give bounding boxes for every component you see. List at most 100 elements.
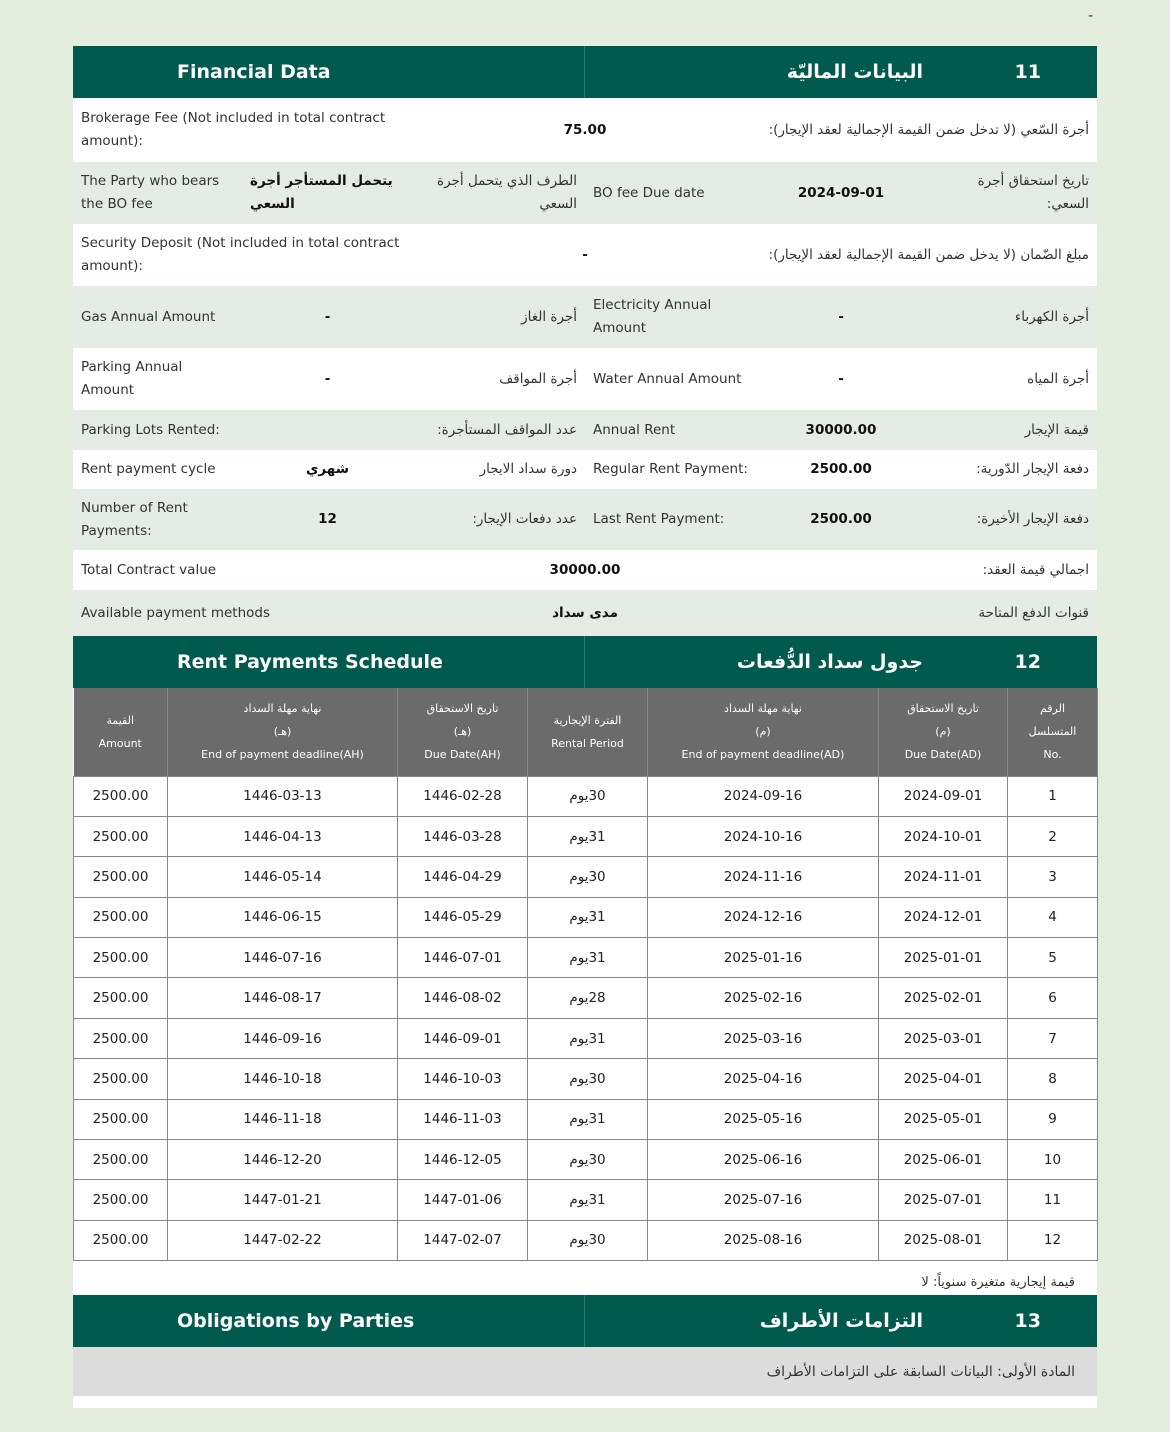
water-value: - [757,348,925,410]
end-deadline-ah-cell: 1446-11-18 [167,1098,398,1141]
column-header-line: No. [1043,748,1062,762]
row-number-cell: 10 [1007,1139,1098,1181]
table-row: 2500.00 1446-07-16 1446-07-01 31يوم 2025-01-… [73,937,1098,979]
gas-label-ar: أجرة الغاز [413,286,585,348]
table-row: 2500.00 1446-04-13 1446-03-28 31يوم 2024-10-… [73,815,1098,858]
parking-value: - [242,348,413,410]
table-row: 2500.00 1446-09-16 1446-09-01 31يوم 2025-03-… [73,1017,1098,1060]
end-deadline-ah-cell: 1447-01-21 [167,1179,398,1221]
total-label-ar: اجمالي قيمة العقد: [757,550,1097,590]
due-date-ah-cell: 1446-04-29 [397,856,528,898]
amount-cell: 2500.00 [73,815,168,858]
cycle-label-en: Rent payment cycle [73,450,242,489]
due-date-ad-cell: 2024-10-01 [878,815,1008,858]
column-header-line: Due Date(AH) [424,748,501,762]
due-date-ad-cell: 2024-12-01 [878,896,1008,939]
section-number: 11 [1014,61,1041,83]
count-label-en: Number of Rent Payments: [73,489,242,550]
rental-period-cell: 31يوم [527,1017,648,1060]
amount-cell: 2500.00 [73,896,168,939]
end-deadline-ad-cell: 2025-08-16 [647,1219,879,1262]
due-date-ad-cell: 2025-04-01 [878,1058,1008,1100]
column-header-line: End of payment deadline(AH) [201,748,364,762]
column-header: تاريخ الاستحقاق (هـ) Due Date(AH) [397,688,528,776]
rental-period-cell: 31يوم [527,1179,648,1221]
end-deadline-ad-cell: 2024-11-16 [647,856,879,898]
table-row: 2500.00 1447-02-22 1447-02-07 30يوم 2025-08-… [73,1219,1098,1262]
rental-period-cell: 31يوم [527,1098,648,1141]
row-number-cell: 6 [1007,977,1098,1019]
row-number-cell: 2 [1007,815,1098,858]
bo-due-value: 2024-09-01 [757,162,925,224]
rental-period-cell: 30يوم [527,1058,648,1100]
end-deadline-ad-cell: 2025-02-16 [647,977,879,1019]
amount-cell: 2500.00 [73,1219,168,1262]
methods-value: مدى سداد [413,590,757,636]
rental-period-cell: 31يوم [527,937,648,979]
contract-page: Financial Data 11 البيانات الماليّة Broke… [73,46,1098,1409]
column-header-line: Amount [98,736,142,750]
end-deadline-ad-cell: 2025-05-16 [647,1098,879,1141]
section-number: 13 [1014,1310,1041,1333]
column-header: تاريخ الاستحقاق (م) Due Date(AD) [878,688,1008,776]
annual-rent-label-ar: قيمة الإيجار [925,410,1097,450]
electricity-value: - [757,286,925,348]
row-number-cell: 7 [1007,1017,1098,1060]
end-deadline-ad-cell: 2025-03-16 [647,1017,879,1060]
end-deadline-ad-cell: 2024-10-16 [647,815,879,858]
amount-cell: 2500.00 [73,977,168,1019]
gas-value: - [242,286,413,348]
parking-label-ar: أجرة المواقف [413,348,585,410]
financial-header: Financial Data 11 البيانات الماليّة [73,46,1097,98]
column-header-line: (م) [935,725,951,739]
brokerage-value: 75.00 [413,98,757,162]
amount-cell: 2500.00 [73,1098,168,1141]
last-label-en: Last Rent Payment: [585,489,757,550]
due-date-ad-cell: 2025-01-01 [878,937,1008,979]
rental-period-cell: 30يوم [527,856,648,898]
end-deadline-ad-cell: 2025-04-16 [647,1058,879,1100]
column-header: القيمة Amount [73,688,168,776]
column-header-line: تاريخ الاستحقاق [907,702,979,716]
party-label-en: The Party who bears the BO fee [73,162,242,224]
due-date-ad-cell: 2025-03-01 [878,1017,1008,1060]
security-label-ar: مبلغ الضّمان (لا يدخل ضمن القيمة الإجمال… [757,224,1097,286]
table-row: 2500.00 1447-01-21 1447-01-06 31يوم 2025-07-… [73,1179,1098,1221]
table-row: 2500.00 1446-12-20 1446-12-05 30يوم 2025-06-… [73,1139,1098,1181]
payments-schedule-table: القيمة Amount نهاية مهلة السداد (هـ) End of … [73,688,1098,1262]
due-date-ah-cell: 1446-10-03 [397,1058,528,1100]
brokerage-label-ar: أجرة السّعي (لا تدخل ضمن القيمة الإجمالي… [757,98,1097,162]
column-header-line: نهاية مهلة السداد [724,702,802,716]
party-label-ar: الطرف الذي يتحمل أجرة السعي [413,162,585,224]
parking-lots-value [242,410,413,450]
end-deadline-ah-cell: 1446-05-14 [167,856,398,898]
end-deadline-ad-cell: 2024-09-16 [647,775,879,817]
due-date-ad-cell: 2024-11-01 [878,856,1008,898]
parking-lots-label-ar: عدد المواقف المستأجرة: [413,410,585,450]
total-label-en: Total Contract value [73,550,413,590]
row-number-cell: 8 [1007,1058,1098,1100]
rental-period-cell: 30يوم [527,1139,648,1181]
column-header-line: (م) [755,725,771,739]
end-deadline-ad-cell: 2025-07-16 [647,1179,879,1221]
column-header-line: End of payment deadline(AD) [681,748,845,762]
end-deadline-ah-cell: 1446-06-15 [167,896,398,939]
due-date-ad-cell: 2025-06-01 [878,1139,1008,1181]
due-date-ah-cell: 1446-08-02 [397,977,528,1019]
table-row: 2500.00 1446-05-14 1446-04-29 30يوم 2024-11-… [73,856,1098,898]
end-deadline-ah-cell: 1446-10-18 [167,1058,398,1100]
dash-mark: - [1088,8,1094,24]
regular-label-ar: دفعة الإيجار الدّورية: [925,450,1097,489]
row-number-cell: 9 [1007,1098,1098,1141]
electricity-label-ar: أجرة الكهرباء [925,286,1097,348]
column-header-line: (هـ) [273,725,292,739]
table-row: 2500.00 1446-06-15 1446-05-29 31يوم 2024-12-… [73,896,1098,939]
section-title-ar: البيانات الماليّة [786,61,923,83]
due-date-ad-cell: 2025-08-01 [878,1219,1008,1262]
column-header-line: Due Date(AD) [904,748,982,762]
amount-cell: 2500.00 [73,1058,168,1100]
amount-cell: 2500.00 [73,775,168,817]
due-date-ah-cell: 1446-05-29 [397,896,528,939]
end-deadline-ah-cell: 1446-04-13 [167,815,398,858]
cycle-value: شهري [242,450,413,489]
